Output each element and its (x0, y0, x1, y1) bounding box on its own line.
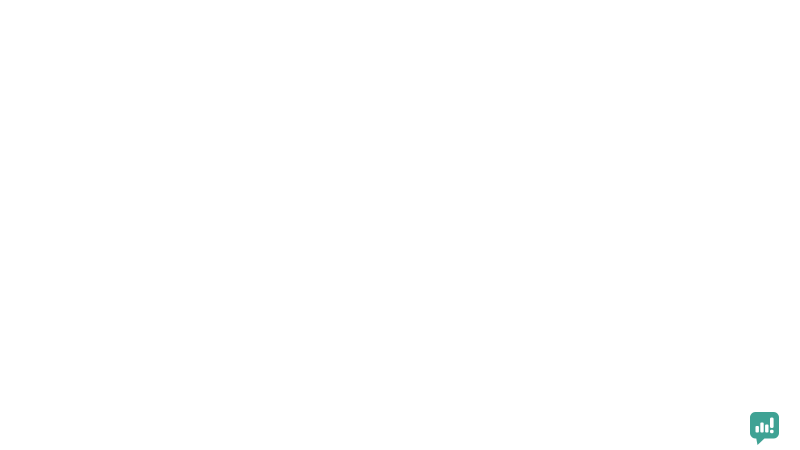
newsworthy-logo-icon (750, 412, 779, 445)
brand-footer (749, 411, 788, 446)
